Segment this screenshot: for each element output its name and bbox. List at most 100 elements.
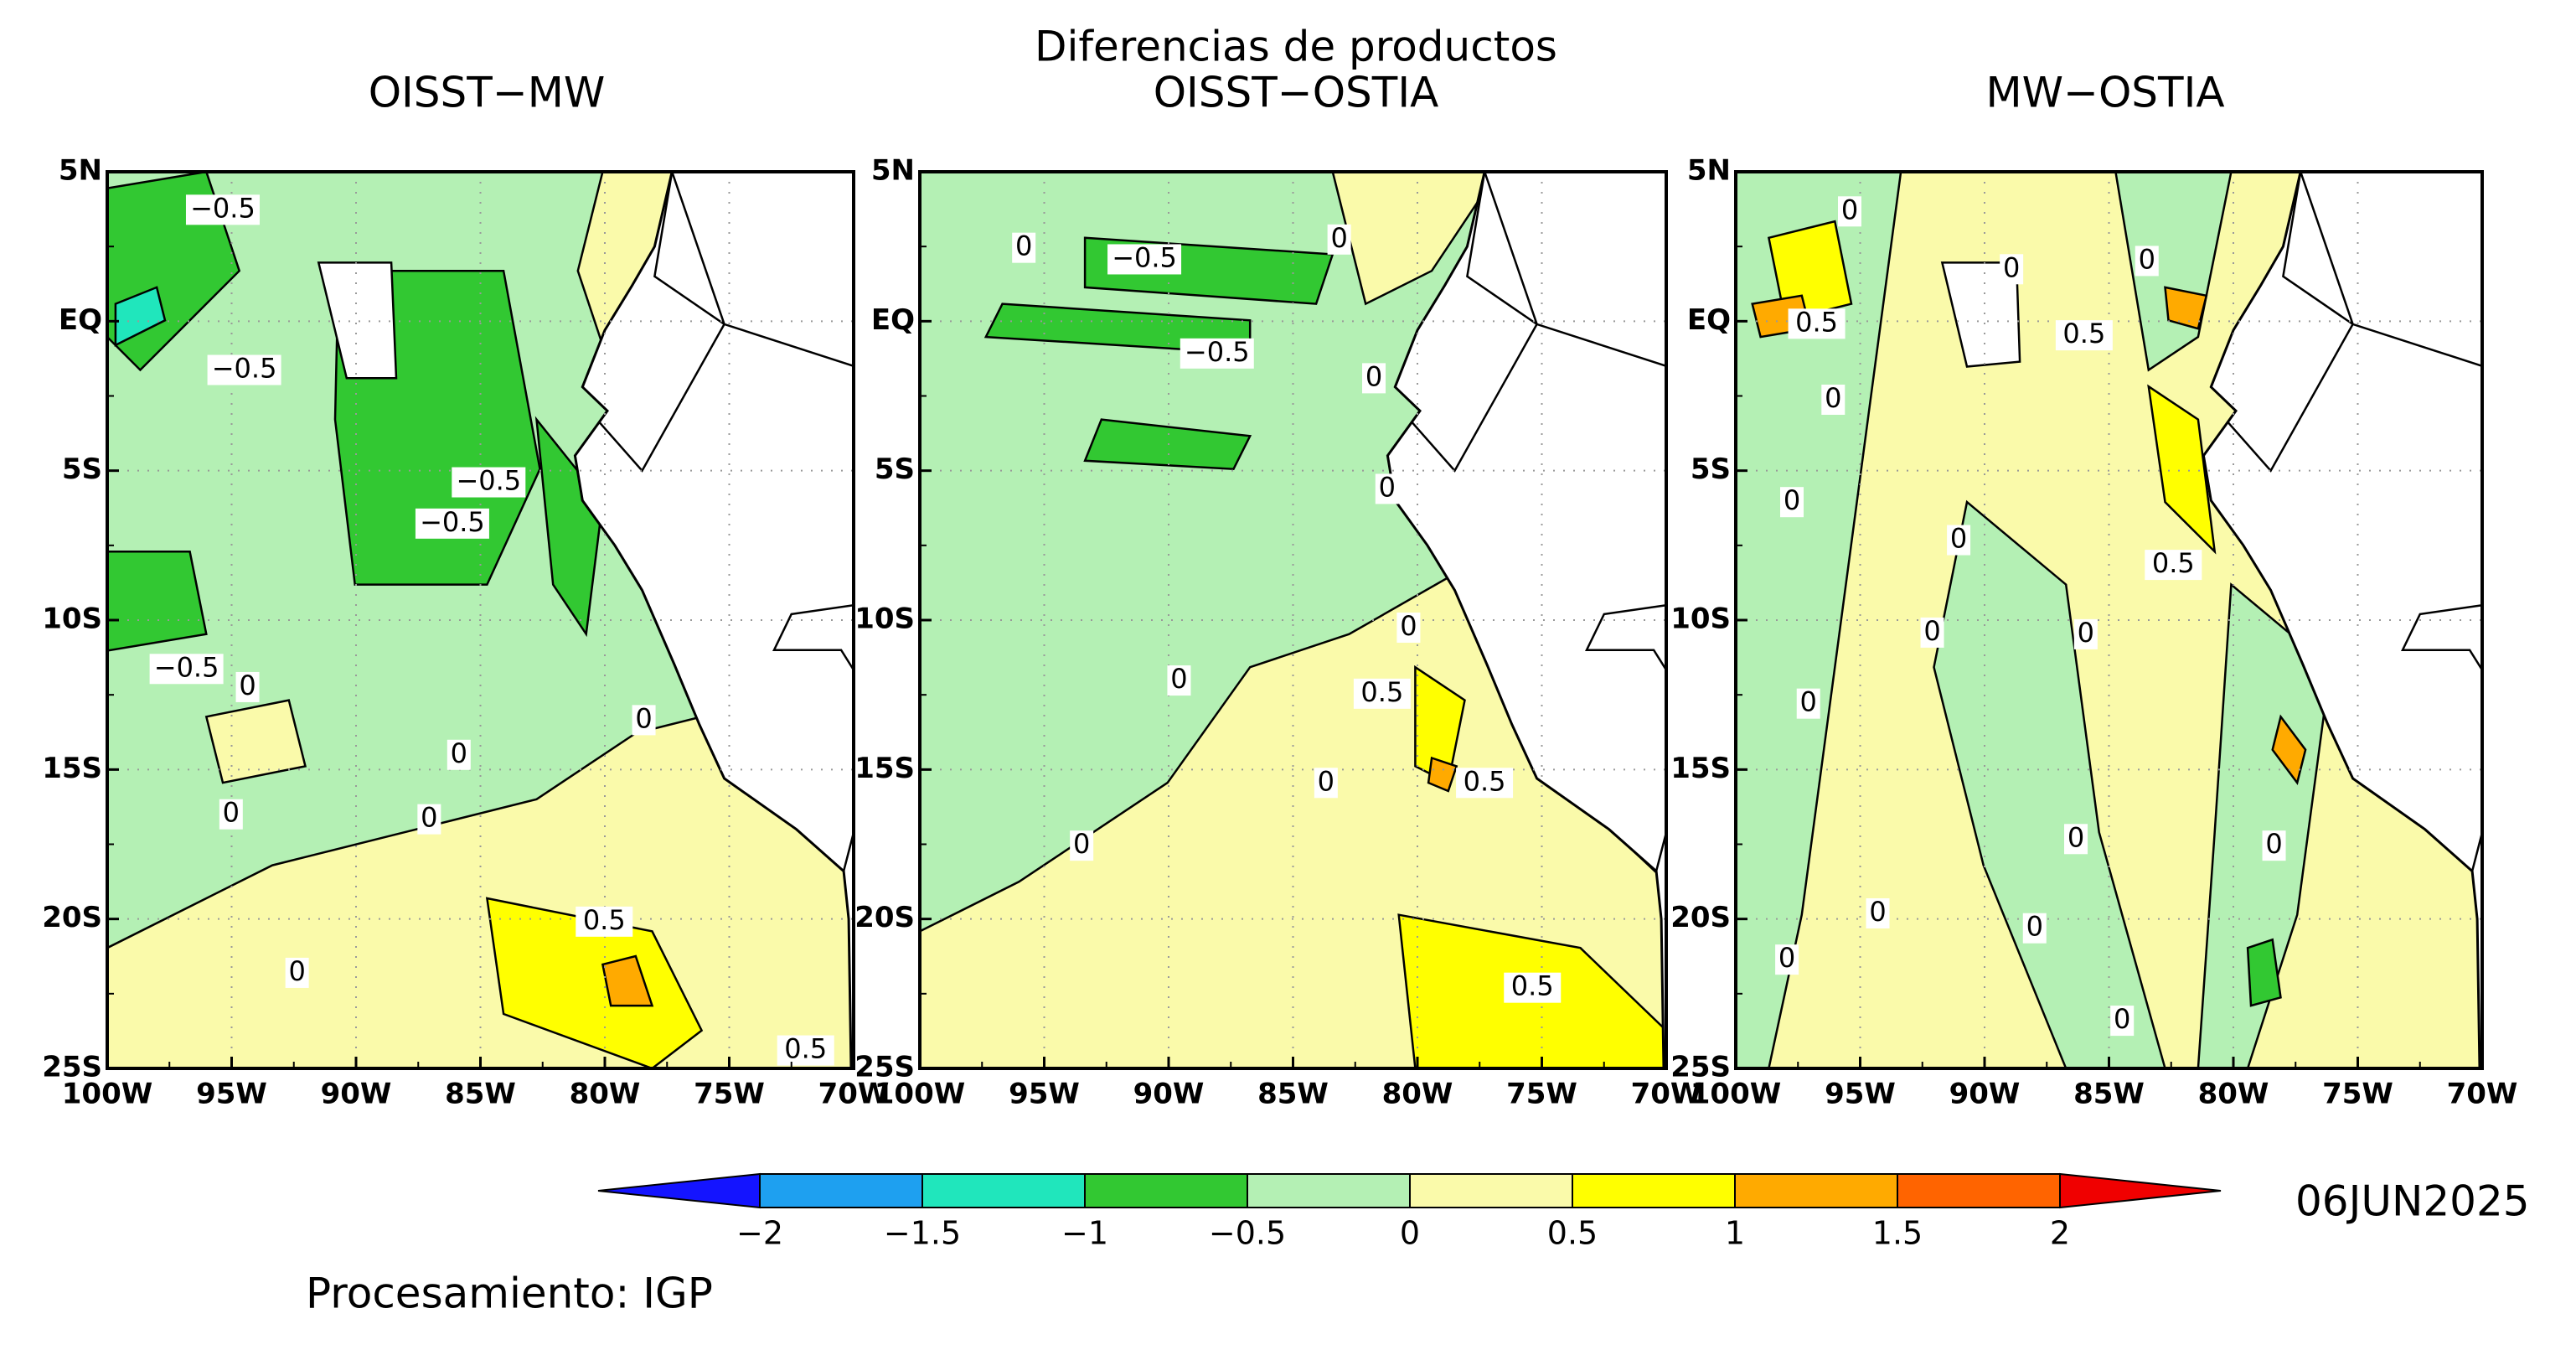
- border: [2401, 603, 2482, 871]
- lon-label: 95W: [1009, 1078, 1080, 1111]
- field-region: [2271, 714, 2307, 785]
- lon-label: 95W: [1825, 1078, 1896, 1111]
- contour-label-bg: [1070, 830, 1094, 861]
- field-region: [1933, 499, 2166, 1068]
- land: [2203, 172, 2482, 1068]
- contour-label: 0: [1400, 610, 1417, 642]
- lon-label: 80W: [2198, 1078, 2269, 1111]
- colorbar-box: [921, 1173, 1086, 1208]
- contour-label: 0: [1778, 942, 1795, 974]
- colorbar-box: [1247, 1173, 1411, 1208]
- contour-label-bg: [447, 739, 471, 770]
- lon-label: 75W: [694, 1078, 765, 1111]
- contour-label: 0: [223, 797, 240, 829]
- panel-title: MW−OSTIA: [1985, 69, 2224, 117]
- lon-label: 70W: [2447, 1078, 2518, 1111]
- contour-label-bg: [1012, 232, 1036, 263]
- contour-label-bg: [417, 804, 441, 835]
- contour-label-bg: [1920, 617, 1944, 648]
- contour-label-bg: [2135, 246, 2159, 277]
- contour-label-bg: [1780, 487, 1804, 518]
- border: [1585, 603, 1666, 871]
- contour-label: 0: [2068, 821, 2084, 853]
- lat-label: 10S: [854, 603, 915, 636]
- contour-label: −0.5: [420, 506, 485, 538]
- contour-label: −0.5: [1185, 336, 1250, 368]
- contour-label-bg: [1180, 338, 1254, 369]
- field-region: [1427, 756, 1458, 793]
- contour-label-bg: [219, 799, 243, 830]
- lat-label: 5N: [871, 154, 915, 188]
- contour-label-bg: [185, 194, 260, 225]
- colorbar-label: −2: [736, 1215, 783, 1252]
- contour-label-bg: [2022, 913, 2047, 944]
- land: [1387, 172, 1666, 1068]
- coastline: [1386, 172, 1665, 1068]
- contour-label: 0: [1950, 523, 1967, 555]
- contour-label: 0: [635, 702, 652, 734]
- colorbar-label: 2: [2050, 1215, 2070, 1252]
- field-region: [114, 286, 167, 347]
- contour-label-bg: [2055, 320, 2113, 351]
- contour-label: 0: [1318, 765, 1334, 797]
- lon-label: 75W: [1506, 1078, 1577, 1111]
- map-panel: 0 −0.5 0 −0.5 0 0 0 0 0.5 0 0.5 0 0.5: [920, 172, 1666, 1068]
- colorbar-box: [1409, 1173, 1573, 1208]
- contour-label: 0: [1841, 194, 1858, 225]
- field-region: [204, 699, 307, 784]
- contour-label: 0: [1800, 686, 1817, 718]
- contour-label: −0.5: [212, 353, 277, 385]
- lon-label: 90W: [1949, 1078, 2021, 1111]
- lon-label: 70W: [818, 1078, 890, 1111]
- contour-label: 0: [1784, 484, 1800, 516]
- contour-label: 0: [1923, 615, 1940, 647]
- field-region: [107, 550, 208, 652]
- lon-label: 100W: [1691, 1078, 1781, 1111]
- border: [2282, 172, 2482, 367]
- lon-label: 100W: [62, 1078, 152, 1111]
- lat-label: 5N: [1687, 154, 1731, 188]
- contour-label: 0.5: [784, 1033, 827, 1065]
- colorbar-box: [1734, 1173, 1898, 1208]
- lat-label: 5N: [59, 154, 102, 188]
- contour-label: 0.5: [583, 904, 626, 936]
- field-region: [2246, 938, 2282, 1007]
- contour-label-bg: [1866, 897, 1890, 928]
- contour-label: 0: [2265, 828, 2282, 860]
- contour-label-bg: [1362, 363, 1386, 394]
- lat-label: 10S: [42, 603, 102, 636]
- contour-label-bg: [632, 705, 656, 736]
- border: [1412, 323, 1538, 473]
- coastline: [573, 172, 853, 1068]
- colorbar-label: 1: [1725, 1215, 1745, 1252]
- border: [2228, 323, 2354, 473]
- field-region: [601, 954, 654, 1007]
- contour-label: 0.5: [1511, 970, 1554, 1002]
- contour-label: 0.5: [1795, 306, 1838, 338]
- contour-label-bg: [1947, 525, 1971, 556]
- panel-title: OISST−MW: [369, 69, 606, 117]
- contour-label: 0: [2114, 1003, 2130, 1035]
- lon-label: 90W: [321, 1078, 392, 1111]
- lat-label: 15S: [42, 752, 102, 785]
- contour-label-bg: [1314, 768, 1338, 799]
- lat-label: 5S: [62, 453, 102, 486]
- contour-label-bg: [285, 957, 309, 988]
- colorbar-label: 0: [1400, 1215, 1420, 1252]
- lat-label: EQ: [871, 303, 915, 337]
- lon-label: 70W: [1631, 1078, 1702, 1111]
- field-region: [2114, 172, 2233, 372]
- contour-label: 0.5: [1360, 676, 1403, 708]
- colorbar-arrow: [597, 1172, 761, 1209]
- contour-label-bg: [1821, 384, 1846, 415]
- contour-label: 0: [239, 670, 256, 701]
- contour-label-bg: [1327, 224, 1351, 255]
- contour-label-bg: [1353, 678, 1411, 709]
- colorbar-label: −0.5: [1209, 1215, 1286, 1252]
- lat-label: 20S: [1670, 901, 1731, 934]
- contour-label-bg: [2064, 824, 2088, 855]
- contour-label-bg: [2262, 830, 2286, 861]
- contour-label: 0: [2139, 243, 2155, 275]
- colorbar-label: 1.5: [1872, 1215, 1923, 1252]
